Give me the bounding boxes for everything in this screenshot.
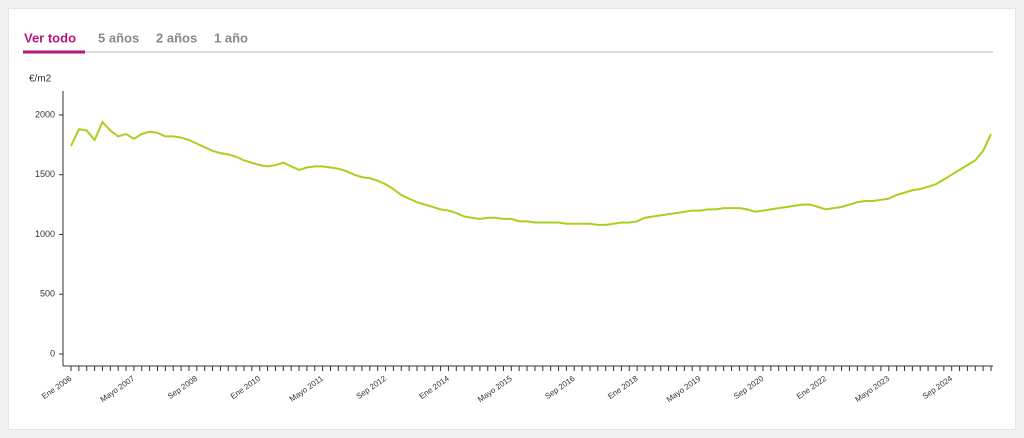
x-tick-label: Mayo 2019 xyxy=(665,374,703,404)
tab[interactable]: Ver todo xyxy=(24,30,76,45)
card: Ver todo 5 años 2 años 1 año €/m2 0 500 10… xyxy=(8,8,1016,430)
x-tick-label: Mayo 2011 xyxy=(288,374,326,404)
x-tick-label: Ene 2022 xyxy=(795,374,829,401)
y-tick-label: 0 xyxy=(50,348,55,358)
x-tick-label: Ene 2018 xyxy=(606,374,640,401)
x-tick-label: Sep 2024 xyxy=(921,374,955,401)
x-tick-label: Sep 2020 xyxy=(732,374,766,401)
line xyxy=(70,120,992,226)
tab[interactable]: 1 año xyxy=(214,30,248,45)
x-tick-label: Mayo 2007 xyxy=(99,374,137,404)
x-tick-label: Ene 2010 xyxy=(229,374,263,401)
x-tick-label: Mayo 2015 xyxy=(476,374,514,404)
y-axis-label: €/m2 xyxy=(29,74,52,85)
y-tick-label: 500 xyxy=(40,289,55,299)
x-tick-label: Sep 2008 xyxy=(166,374,200,401)
chart: Ver todo 5 años 2 años 1 año €/m2 0 500 10… xyxy=(23,30,993,404)
x-tick-label: Ene 2014 xyxy=(418,374,452,401)
tab[interactable]: 2 años xyxy=(156,30,197,45)
y-tick-label: 1500 xyxy=(35,169,55,179)
tab[interactable]: 5 años xyxy=(98,30,139,45)
x-tick-label: Sep 2016 xyxy=(543,374,577,401)
x-tick-label: Sep 2012 xyxy=(355,374,389,401)
y-tick-label: 2000 xyxy=(35,109,55,119)
x-tick-label: Mayo 2023 xyxy=(854,374,892,404)
y-tick-label: 1000 xyxy=(35,229,55,239)
x-tick-label: Ene 2006 xyxy=(40,374,74,401)
